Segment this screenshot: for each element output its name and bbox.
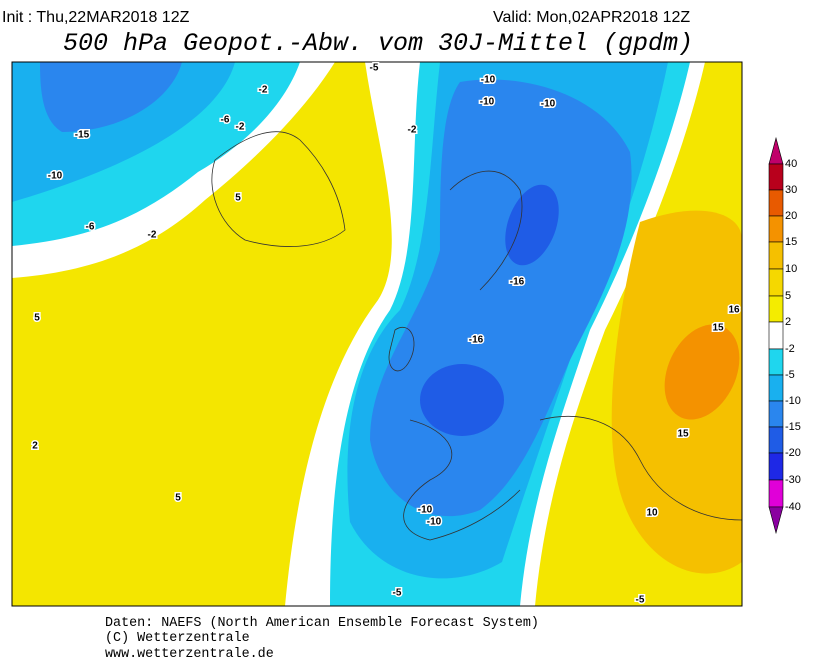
valid-time: Valid: Mon,02APR2018 12Z [493,9,690,26]
contour-label: -2 [236,122,245,133]
contour-label: -6 [221,115,230,126]
colorbar-swatch [768,163,784,191]
contour-label: 15 [712,323,724,334]
field-darkblue [505,184,559,266]
colorbar-swatch [768,452,784,481]
colorbar-swatch [768,295,784,323]
contour-label: -10 [427,517,442,528]
colorbar-label: -30 [785,474,801,486]
colorbar-swatch [768,241,784,270]
contour-label: 5 [235,193,241,204]
contour-label: -5 [636,595,645,606]
colorbar-swatch [768,321,784,350]
contour-label: 16 [728,305,740,316]
contour-label: -5 [370,63,379,74]
contour-label: -5 [393,588,402,599]
colorbar-label: -15 [785,421,801,433]
contour-label: -16 [510,277,525,288]
contour-label: -10 [481,75,496,86]
colorbar-label: 5 [785,290,791,302]
contour-label: -6 [86,222,95,233]
contour-label: -15 [75,130,90,141]
colorbar-label: -10 [785,395,801,407]
contour-label: -10 [541,99,556,110]
contour-label: -10 [480,97,495,108]
contour-label: -2 [408,125,417,136]
field-blue [40,62,182,132]
colorbar-label: 40 [785,158,797,170]
contour-label: 2 [32,441,38,452]
colorbar-label: 30 [785,184,797,196]
colorbar-swatch [768,348,784,376]
colorbar-arrow [768,506,784,535]
colorbar-swatch [768,400,784,428]
colorbar-arrow [768,136,784,165]
colorbar-label: -40 [785,501,801,513]
footer-line: www.wetterzentrale.de [105,647,274,662]
colorbar-labels: 40 30 20 15 10 5 2 -2 -5 -10 -15 -20 -30… [785,158,801,513]
colorbar-label: -2 [785,343,795,355]
colorbar-swatch [768,374,784,402]
contour-label: 5 [175,493,181,504]
contour-label: 15 [677,429,689,440]
footer-line: (C) Wetterzentrale [105,631,250,646]
field-darkblue [420,364,504,436]
colorbar-label: 2 [785,316,791,328]
contour-label: -2 [259,85,268,96]
contour-labels: -10 -10 -10 -15 -10 -6 -2 -6 -2 -2 5 -2 … [31,61,742,607]
map-frame [11,61,743,607]
colorbar-label: 20 [785,210,797,222]
colorbar-swatch [768,215,784,243]
colorbar-label: 10 [785,263,797,275]
colorbar [768,136,784,535]
init-time: Init : Thu,22MAR2018 12Z [2,9,190,26]
colorbar-label: -5 [785,369,795,381]
colorbar-swatch [768,426,784,454]
contour-label: -10 [48,171,63,182]
contour-label: 5 [34,313,40,324]
map-field [12,62,742,606]
colorbar-swatch [768,189,784,217]
footer-line: Daten: NAEFS (North American Ensemble Fo… [105,616,539,631]
contour-label: -10 [418,505,433,516]
coastlines [211,131,742,541]
contour-label: -2 [148,230,157,241]
contour-label: 10 [646,508,658,519]
colorbar-swatch [768,268,784,297]
field-orange [664,324,740,420]
contour-label: -16 [469,335,484,346]
colorbar-label: -20 [785,447,801,459]
map-title: 500 hPa Geopot.-Abw. vom 30J-Mittel (gpd… [63,29,693,58]
colorbar-label: 15 [785,236,797,248]
colorbar-swatch [768,479,784,508]
